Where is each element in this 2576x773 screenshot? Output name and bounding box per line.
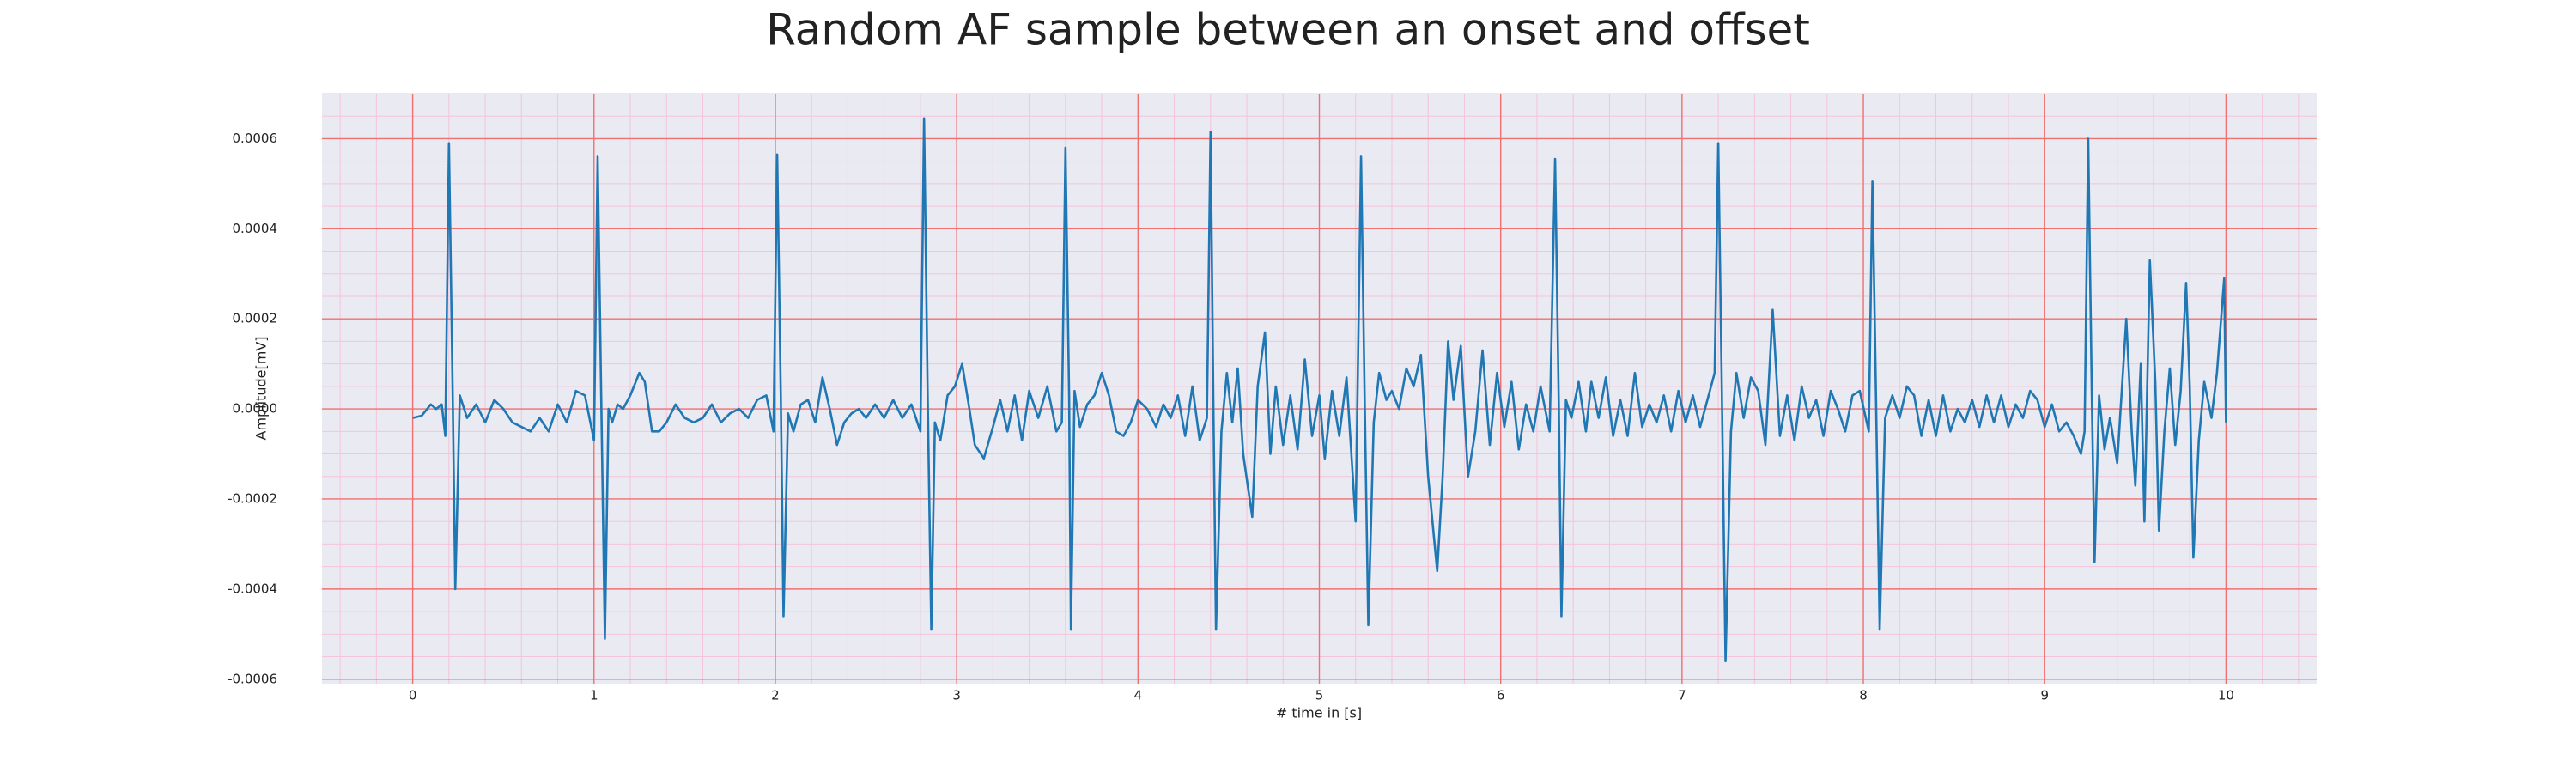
y-tick-label: -0.0006 <box>228 671 277 686</box>
y-tick-label: 0.0000 <box>233 401 278 417</box>
y-tick-label: 0.0002 <box>233 311 278 326</box>
x-tick-label: 2 <box>771 688 780 703</box>
x-tick-label: 1 <box>590 688 598 703</box>
x-tick-label: 3 <box>952 688 961 703</box>
x-tick-label: 0 <box>409 688 417 703</box>
y-tick-label: -0.0002 <box>228 490 277 506</box>
x-tick-label: 6 <box>1497 688 1505 703</box>
y-tick-label: 0.0004 <box>233 221 278 236</box>
chart-title: Random AF sample between an onset and of… <box>766 5 1810 55</box>
x-tick-label: 8 <box>1859 688 1868 703</box>
x-tick-label: 10 <box>2218 688 2234 703</box>
signal-line <box>412 117 2227 663</box>
y-tick-label: -0.0004 <box>228 581 277 596</box>
x-tick-label: 9 <box>2040 688 2049 703</box>
x-tick-label: 5 <box>1315 688 1324 703</box>
y-tick-label: 0.0006 <box>233 131 278 146</box>
plot-layer <box>322 93 2317 684</box>
x-tick-label: 4 <box>1134 688 1143 703</box>
x-tick-label: 7 <box>1678 688 1686 703</box>
y-axis-label: Amplitude[mV] <box>253 336 270 440</box>
x-axis-label: # time in [s] <box>1276 705 1362 721</box>
